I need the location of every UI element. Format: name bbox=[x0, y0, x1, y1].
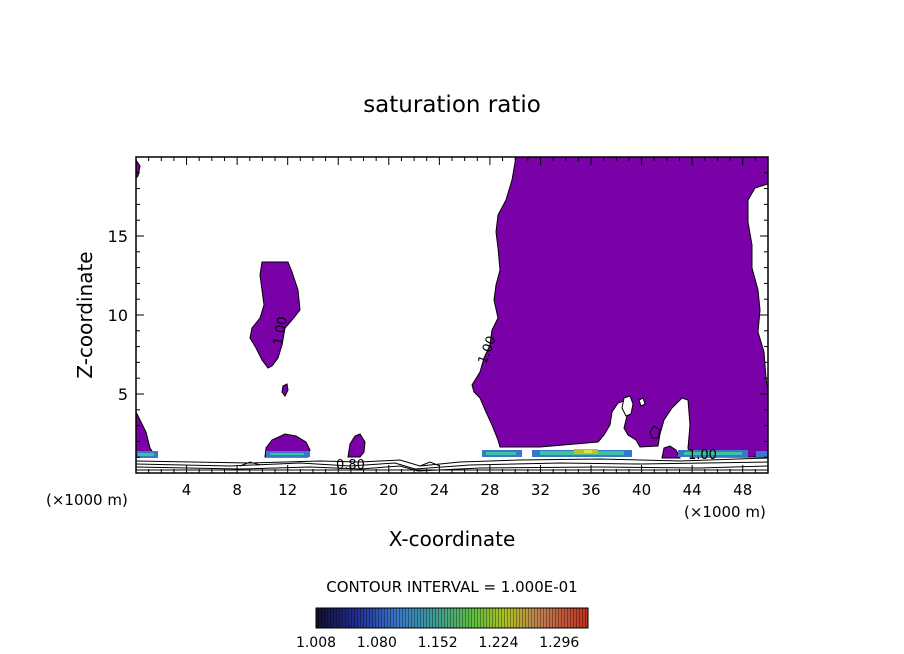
y-tick-label: 10 bbox=[108, 306, 128, 325]
x-tick-label: 48 bbox=[733, 481, 752, 499]
colorbar-tick-label: 1.008 bbox=[296, 635, 336, 651]
region-hole-1 bbox=[621, 395, 634, 417]
x-tick-label: 8 bbox=[232, 481, 242, 499]
y-axis-label: Z-coordinate bbox=[73, 251, 97, 378]
filled-regions bbox=[136, 157, 768, 472]
region-blob-43km bbox=[649, 425, 661, 439]
x-tick-label: 36 bbox=[581, 481, 600, 499]
band-12km-inner bbox=[270, 453, 304, 455]
x-unit-left: (×1000 m) bbox=[46, 491, 128, 509]
colorbar-labels: 1.008 1.080 1.152 1.224 1.296 bbox=[296, 635, 579, 651]
x-tick-label: 40 bbox=[632, 481, 651, 499]
colorbar-tick-label: 1.080 bbox=[357, 635, 397, 651]
region-hole-2 bbox=[638, 397, 646, 407]
region-blob-left-top bbox=[136, 159, 141, 179]
contour-label-1: 1.00 bbox=[271, 316, 291, 347]
x-tick-label: 20 bbox=[379, 481, 398, 499]
x-axis-ticks: 4 8 12 16 20 24 28 32 36 40 44 48 bbox=[148, 157, 756, 499]
colorbar-tick-label: 1.152 bbox=[418, 635, 458, 651]
x-tick-label: 16 bbox=[329, 481, 348, 499]
colorbar-divisions bbox=[316, 608, 588, 628]
x-unit-right: (×1000 m) bbox=[684, 503, 766, 521]
region-mid-left bbox=[249, 261, 301, 369]
x-tick-label: 12 bbox=[278, 481, 297, 499]
band-36km-peak-core bbox=[584, 450, 592, 453]
y-tick-label: 5 bbox=[118, 385, 128, 404]
x-axis-label: X-coordinate bbox=[389, 527, 516, 551]
colorbar-tick-label: 1.296 bbox=[539, 635, 579, 651]
contour-label-4: 1.00 bbox=[688, 448, 717, 463]
region-small-blob-1 bbox=[281, 383, 289, 397]
x-tick-label: 24 bbox=[430, 481, 449, 499]
colorbar-tick-label: 1.224 bbox=[478, 635, 518, 651]
y-tick-label: 15 bbox=[108, 227, 128, 246]
x-tick-label: 28 bbox=[480, 481, 499, 499]
region-blob-18km bbox=[347, 433, 366, 458]
band-28-32km-inner bbox=[486, 452, 516, 455]
y-axis-ticks: 5 10 15 bbox=[108, 172, 768, 458]
band-right-edge bbox=[756, 451, 768, 457]
region-blob-42km bbox=[661, 445, 681, 459]
x-tick-label: 4 bbox=[182, 481, 192, 499]
region-upper-right bbox=[471, 157, 768, 458]
band-left-inner bbox=[138, 453, 154, 456]
chart-title: saturation ratio bbox=[363, 92, 541, 118]
band-44-48km-inner bbox=[684, 452, 742, 455]
x-tick-label: 44 bbox=[683, 481, 702, 499]
contour-label-3: 0.80 bbox=[336, 458, 365, 473]
region-blob-left-edge bbox=[136, 411, 157, 458]
contour-interval: CONTOUR INTERVAL = 1.000E-01 bbox=[326, 578, 577, 596]
x-tick-label: 32 bbox=[531, 481, 550, 499]
